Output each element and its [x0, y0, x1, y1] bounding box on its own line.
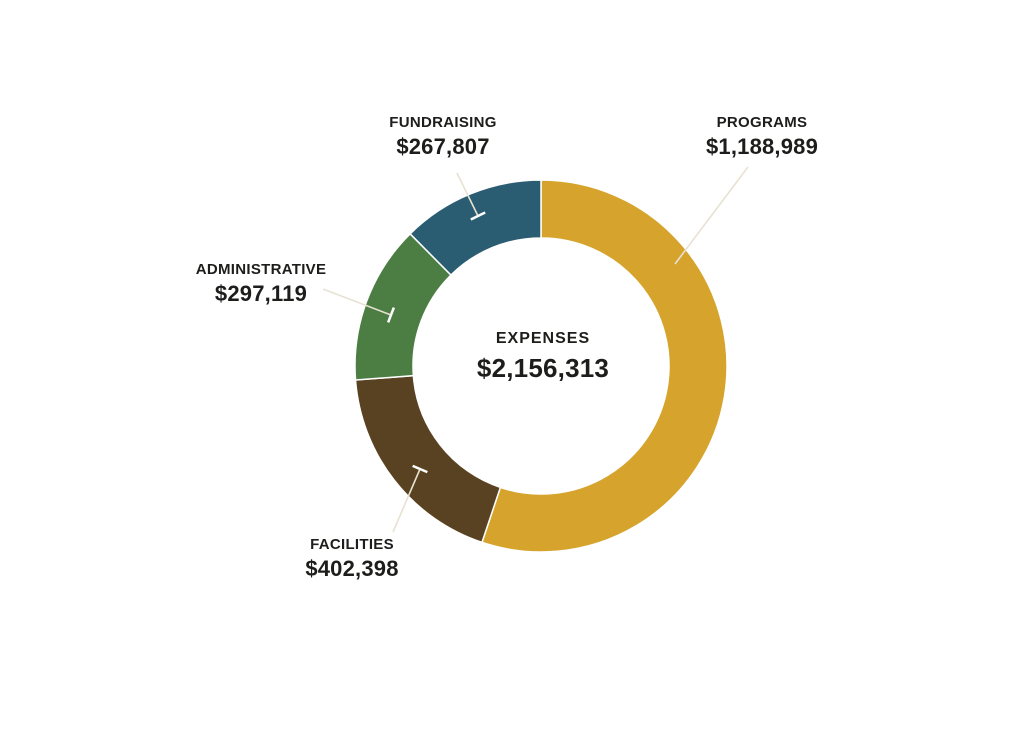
- segment-label-facilities: FACILITIES: [310, 536, 394, 553]
- leader-line-programs: [674, 166, 749, 265]
- callout-administrative: ADMINISTRATIVE $297,119: [196, 261, 327, 307]
- callout-facilities: FACILITIES $402,398: [305, 536, 398, 582]
- center-title: EXPENSES: [495, 330, 591, 347]
- donut-segment-facilities: [354, 374, 502, 544]
- leader-line-fundraising: [456, 172, 479, 217]
- donut-segment-fundraising: [409, 179, 542, 277]
- segment-value-facilities: $402,398: [305, 556, 399, 581]
- segment-label-programs: PROGRAMS: [716, 114, 808, 131]
- leader-cap-facilities: [412, 464, 428, 474]
- segment-value-administrative: $297,119: [214, 281, 308, 306]
- leader-line-administrative: [322, 288, 392, 316]
- callout-programs: PROGRAMS $1,188,989: [706, 114, 818, 160]
- leader-cap-fundraising: [470, 211, 486, 221]
- callout-fundraising: FUNDRAISING $267,807: [389, 114, 496, 160]
- leader-cap-administrative: [386, 307, 396, 323]
- donut-center-label: EXPENSES $2,156,313: [477, 330, 609, 384]
- center-total: $2,156,313: [476, 353, 610, 383]
- segment-value-programs: $1,188,989: [705, 134, 819, 159]
- donut-segment-programs: [481, 179, 728, 553]
- segment-label-administrative: ADMINISTRATIVE: [195, 261, 327, 278]
- leader-line-facilities: [392, 468, 421, 533]
- segment-label-fundraising: FUNDRAISING: [389, 114, 497, 131]
- segment-value-fundraising: $267,807: [396, 134, 490, 159]
